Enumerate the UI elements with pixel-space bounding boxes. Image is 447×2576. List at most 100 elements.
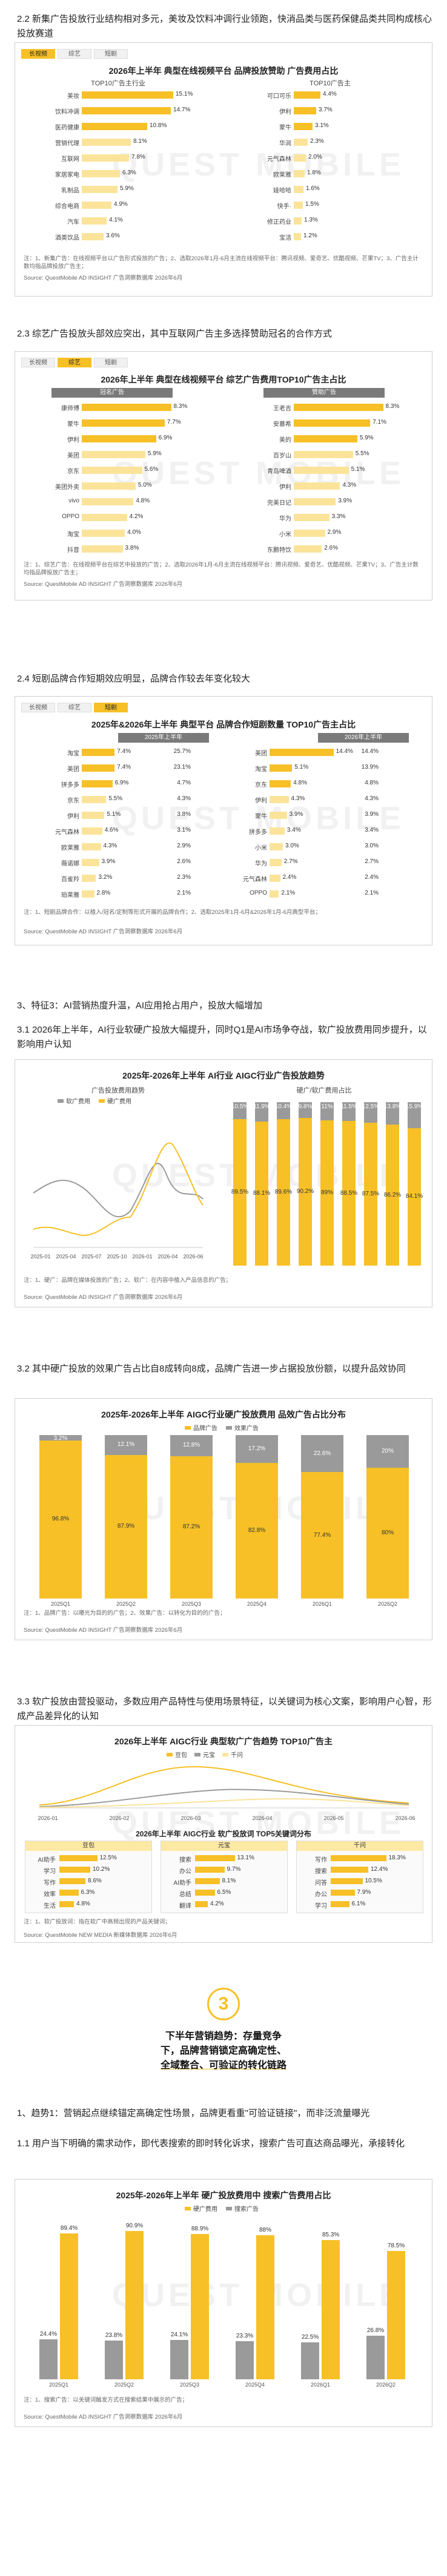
chart-note: 注：1、综艺广告：在线视频平台在综艺中投放的广告；2、选取2026年1月-6月主… xyxy=(24,562,419,576)
bar-search xyxy=(105,2340,123,2379)
bar-label: 可口可乐 xyxy=(267,93,291,100)
series-1-line xyxy=(39,1789,409,1807)
bar xyxy=(82,467,142,474)
bar-value: 1.3% xyxy=(304,217,318,223)
keyword-label: 效率 xyxy=(44,1891,56,1898)
x-tick-label: 2026Q1 xyxy=(310,2382,331,2388)
bar-value: 13.8% xyxy=(383,1103,402,1110)
keyword-label: 学习 xyxy=(44,1868,56,1875)
bar-change: 13.9% xyxy=(361,764,379,770)
bar xyxy=(294,404,383,411)
bar-value: 2.8% xyxy=(96,890,111,896)
bar-change: 2.9% xyxy=(177,843,191,849)
tab-short-drama[interactable]: 短剧 xyxy=(94,358,128,367)
keyword-label: 写作 xyxy=(44,1880,56,1887)
bar-value: 78.5% xyxy=(387,2242,405,2250)
bar-soft xyxy=(255,1102,268,1122)
bar-hard xyxy=(125,2230,144,2379)
bar-value: 7.4% xyxy=(117,764,131,770)
series-hard-line xyxy=(33,1142,204,1237)
chart-title-1: 2026年上半年 AIGC行业 典型软广广告趋势 TOP10广告主 xyxy=(114,1736,333,1746)
chart-note: 注：1、短剧品牌合作：以植入/冠名/定制等形式开展的品牌合作；2、选取2025年… xyxy=(24,909,321,916)
bar-label: 小米 xyxy=(255,845,267,852)
tab-group-1: 长视频 综艺 短剧 xyxy=(21,49,128,59)
bar-label: OPPO xyxy=(250,890,267,896)
bar xyxy=(270,827,285,835)
bar xyxy=(294,91,320,99)
bar xyxy=(294,186,303,193)
keyword-label: 搜索 xyxy=(315,1868,327,1875)
bar-label: 薇诺娜 xyxy=(61,861,79,867)
bar-label: 蒙牛 xyxy=(255,813,267,820)
tab-short-drama[interactable]: 短剧 xyxy=(94,703,128,712)
chart-title: 2025年-2026年上半年 AIGC行业硬广投放费用 品效广告占比分布 xyxy=(101,1410,346,1419)
bar xyxy=(82,514,127,521)
bar-brand xyxy=(366,1468,409,1598)
bar-value: 10.4% xyxy=(274,1103,293,1110)
keyword-label: 学习 xyxy=(315,1903,327,1910)
bar-change: 3.0% xyxy=(365,843,379,849)
bar-effect xyxy=(170,1435,213,1456)
tab-long-video[interactable]: 长视频 xyxy=(21,703,55,712)
tab-short-drama[interactable]: 短剧 xyxy=(94,49,128,59)
x-tick-label: 2025Q2 xyxy=(114,2382,134,2388)
bar-value: 4.4% xyxy=(323,91,337,97)
keyword-bar xyxy=(59,1867,90,1873)
bar-value: 90.9% xyxy=(125,2222,144,2229)
x-tick-label: 2026-05 xyxy=(323,1815,344,1821)
bar xyxy=(82,435,156,442)
bar xyxy=(82,217,107,225)
bar-value: 4.3% xyxy=(103,843,118,849)
bar-hard xyxy=(322,2239,340,2379)
keyword-label: 生活 xyxy=(44,1903,56,1910)
bar xyxy=(294,435,357,442)
bar-value: 3.2% xyxy=(53,1435,68,1442)
bar-change: 2.1% xyxy=(365,890,379,896)
bar xyxy=(82,749,115,756)
bar xyxy=(82,154,129,162)
bar-value: 4.9% xyxy=(114,201,128,208)
bar-value: 15.1% xyxy=(176,91,193,97)
tab-variety[interactable]: 综艺 xyxy=(58,358,91,367)
bar-value: 89.5% xyxy=(231,1189,249,1196)
legend-item-1: 元宝 xyxy=(203,1752,215,1759)
bar-value: 2.4% xyxy=(282,874,297,881)
legend-swatch-1 xyxy=(194,1752,200,1756)
trend-1-heading: 1、趋势1：营销起点继续锚定高确定性场景，品牌更看重"可验证链接"，而非泛流量曝… xyxy=(17,2108,370,2118)
bar xyxy=(294,217,302,225)
bar xyxy=(82,812,105,819)
bar xyxy=(294,170,305,177)
x-tick-label: 2025Q1 xyxy=(50,1601,71,1607)
tab-variety[interactable]: 综艺 xyxy=(58,703,91,712)
watermark: QUEST MOBILE xyxy=(112,146,405,183)
tab-long-video[interactable]: 长视频 xyxy=(21,49,55,59)
bar-hard xyxy=(320,1120,334,1266)
legend: 豆包 元宝 千问 xyxy=(167,1750,243,1759)
tab-long-video[interactable]: 长视频 xyxy=(21,358,55,367)
bar-value: 90.2% xyxy=(296,1188,314,1195)
bar-label: 完美日记 xyxy=(267,500,291,507)
bar xyxy=(82,123,147,130)
bar-change: 14.4% xyxy=(361,748,379,755)
tab-group-3: 长视频 综艺 短剧 xyxy=(21,703,128,712)
bar-value: 10.8% xyxy=(150,122,167,129)
chart-title: 2026年上半年 典型在线视频平台 综艺广告费用TOP10广告主占比 xyxy=(101,375,346,384)
bar xyxy=(82,498,134,505)
tab-variety[interactable]: 综艺 xyxy=(58,49,91,59)
series-0-line xyxy=(39,1766,409,1806)
section-3-1-heading: 3.1 2026年上半年，AI行业软硬广投放大幅提升，同时Q1是AI市场争夺战，… xyxy=(17,1025,427,1050)
keyword-value: 12.4% xyxy=(371,1866,388,1873)
keyword-bar xyxy=(195,1867,225,1873)
watermark: QUEST MOBILE xyxy=(112,800,405,836)
legend-swatch-soft xyxy=(58,1099,64,1103)
bar-change: 2.6% xyxy=(177,858,191,865)
bar-change: 2.1% xyxy=(177,890,191,896)
legend-effect: 效果广告 xyxy=(234,1425,259,1432)
x-tick-label: 2025Q4 xyxy=(245,2382,265,2388)
bar-value: 86.2% xyxy=(383,1191,402,1198)
left-header: 冠名广告 xyxy=(51,388,173,398)
trend-1-1-heading: 1.1 用户当下明确的需求动作，即代表搜索的即时转化诉求，搜索广告可直达商品曝光… xyxy=(17,2138,405,2149)
bar xyxy=(294,202,303,209)
keyword-label: 写作 xyxy=(315,1857,327,1864)
bar-soft xyxy=(233,1102,247,1120)
